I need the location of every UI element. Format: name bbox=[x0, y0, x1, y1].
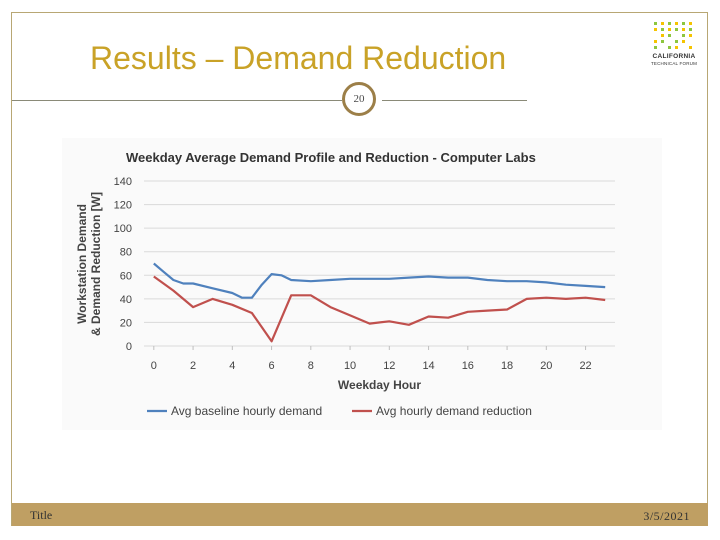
logo-dot bbox=[654, 40, 657, 43]
y-tick-label: 20 bbox=[120, 317, 132, 329]
y-tick-label: 40 bbox=[120, 294, 132, 306]
x-tick-label: 18 bbox=[501, 360, 513, 372]
logo-dot bbox=[675, 28, 678, 31]
logo-dot bbox=[682, 34, 685, 37]
slide-title: Results – Demand Reduction bbox=[90, 40, 507, 76]
y-tick-label: 0 bbox=[126, 341, 132, 353]
x-tick-label: 16 bbox=[462, 360, 474, 372]
logo-dot bbox=[689, 34, 692, 37]
logo-dot bbox=[668, 22, 671, 25]
footer-bar bbox=[12, 503, 708, 526]
series-line-2 bbox=[153, 275, 606, 343]
logo-dot bbox=[668, 34, 671, 37]
y-axis-label: Workstation Demand& Demand Reduction [W] bbox=[75, 192, 103, 336]
logo-dot bbox=[661, 40, 664, 43]
x-tick-label: 22 bbox=[579, 360, 591, 372]
x-tick-label: 14 bbox=[422, 360, 434, 372]
legend-label-2: Avg hourly demand reduction bbox=[376, 404, 532, 418]
logo-dot bbox=[689, 28, 692, 31]
logo-dot bbox=[654, 46, 657, 49]
logo-dot bbox=[668, 28, 671, 31]
y-tick-label: 80 bbox=[120, 247, 132, 259]
x-tick-label: 20 bbox=[540, 360, 552, 372]
logo-dot bbox=[675, 46, 678, 49]
x-tick-label: 2 bbox=[190, 360, 196, 372]
y-axis-label-line-2: & Demand Reduction [W] bbox=[89, 192, 103, 336]
logo-dot bbox=[654, 22, 657, 25]
logo-dot bbox=[675, 22, 678, 25]
page-number-badge: 20 bbox=[342, 82, 376, 116]
legend-label-1: Avg baseline hourly demand bbox=[171, 404, 322, 418]
footer-title: Title bbox=[30, 508, 53, 522]
logo-dot bbox=[689, 22, 692, 25]
title-divider-right bbox=[382, 100, 527, 101]
logo-dot bbox=[661, 22, 664, 25]
title-divider-left bbox=[12, 100, 342, 101]
chart-title: Weekday Average Demand Profile and Reduc… bbox=[126, 150, 536, 165]
logo-dot-grid-icon bbox=[654, 22, 692, 49]
y-tick-label: 100 bbox=[114, 223, 132, 235]
y-axis-label-line-1: Workstation Demand bbox=[75, 204, 89, 324]
logo-text: CALIFORNIA bbox=[652, 53, 696, 60]
y-tick-label: 60 bbox=[120, 270, 132, 282]
footer-date: 3/5/2021 bbox=[643, 509, 690, 523]
logo-dot bbox=[654, 28, 657, 31]
x-axis-label: Weekday Hour bbox=[338, 378, 421, 392]
logo-dot bbox=[682, 22, 685, 25]
x-tick-label: 10 bbox=[344, 360, 356, 372]
x-tick-label: 0 bbox=[151, 360, 157, 372]
x-tick-label: 8 bbox=[308, 360, 314, 372]
y-tick-label: 140 bbox=[114, 176, 132, 188]
logo-dot bbox=[689, 46, 692, 49]
logo-dot bbox=[661, 28, 664, 31]
x-tick-label: 4 bbox=[229, 360, 235, 372]
logo-subtext: TECHNICAL FORUM bbox=[650, 61, 698, 66]
x-tick-label: 6 bbox=[269, 360, 275, 372]
series-line-1 bbox=[153, 262, 606, 299]
logo-dot bbox=[668, 46, 671, 49]
logo-dot bbox=[675, 40, 678, 43]
logo-dot bbox=[661, 34, 664, 37]
logo-dot bbox=[682, 40, 685, 43]
y-tick-label: 120 bbox=[114, 200, 132, 212]
line-chart: Weekday Average Demand Profile and Reduc… bbox=[75, 150, 615, 418]
logo-dot bbox=[682, 28, 685, 31]
x-tick-label: 12 bbox=[383, 360, 395, 372]
